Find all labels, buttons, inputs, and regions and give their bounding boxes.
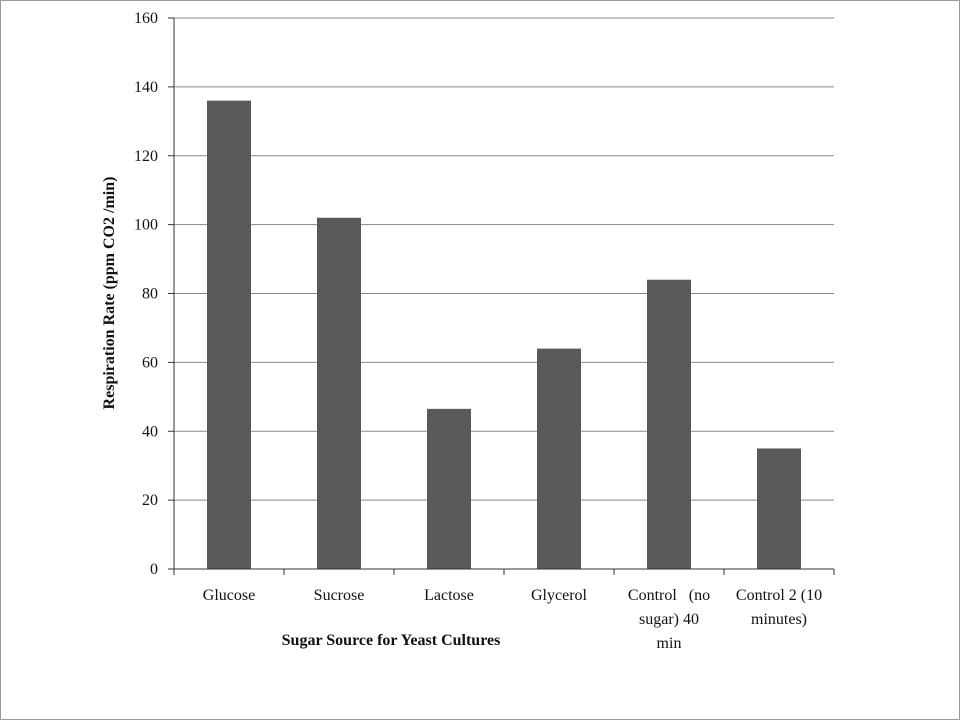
axes — [173, 18, 835, 575]
x-category-label: min — [657, 635, 682, 652]
y-tick-label: 160 — [134, 10, 158, 27]
bar — [647, 279, 691, 569]
x-category-labels: Glucose Sucrose Lactose Glycerol Control (no… — [203, 587, 822, 652]
x-category-label: Sucrose — [314, 587, 365, 604]
x-category-label: minutes) — [751, 611, 807, 628]
bar — [427, 408, 471, 569]
bars — [207, 100, 801, 570]
bar — [757, 448, 801, 569]
x-category-label: sugar) 40 — [639, 611, 699, 628]
x-axis-title: Sugar Source for Yeast Cultures — [282, 632, 501, 649]
y-tick-label: 80 — [142, 286, 158, 303]
y-tick-label: 20 — [142, 492, 158, 509]
x-category-label: Glycerol — [531, 587, 588, 604]
y-tick-labels: 0 20 40 60 80 100 120 140 160 — [134, 10, 174, 578]
y-tick-label: 60 — [142, 354, 158, 371]
x-category-label: Glucose — [203, 587, 255, 604]
x-category-label: Control (no — [628, 587, 710, 604]
y-tick-label: 140 — [134, 79, 158, 96]
y-tick-label: 40 — [142, 423, 158, 440]
bar — [317, 217, 361, 570]
y-tick-label: 120 — [134, 148, 158, 165]
y-tick-label: 0 — [150, 561, 158, 578]
bar — [207, 100, 251, 570]
bar — [537, 348, 581, 569]
x-category-label: Lactose — [424, 587, 474, 604]
y-axis-title: Respiration Rate (ppm CO2 /min) — [101, 177, 118, 410]
gridlines — [174, 17, 834, 501]
x-category-label: Control 2 (10 — [736, 587, 822, 604]
y-tick-label: 100 — [134, 217, 158, 234]
